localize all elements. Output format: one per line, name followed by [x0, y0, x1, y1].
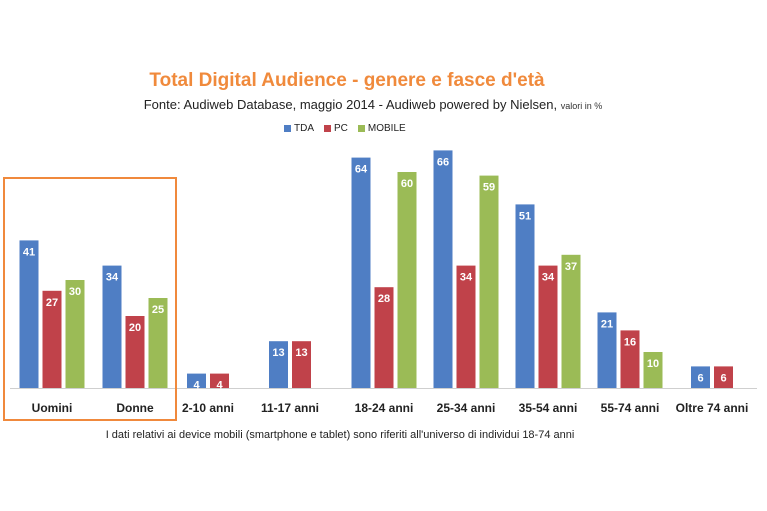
data-label-mobile-55-74-anni: 10	[647, 358, 659, 370]
category-label-18-24-anni: 18-24 anni	[355, 401, 414, 415]
bar-tda-oltre-74-anni	[691, 366, 710, 388]
bar-pc-11-17-anni	[292, 341, 311, 388]
data-label-tda-donne: 34	[106, 272, 119, 284]
data-label-tda-uomini: 41	[23, 246, 35, 258]
bar-pc-donne	[125, 316, 145, 388]
category-label-uomini: Uomini	[32, 401, 73, 415]
data-label-mobile-donne: 25	[152, 304, 164, 316]
data-label-tda-oltre-74-anni: 6	[697, 372, 703, 384]
data-label-pc-oltre-74-anni: 6	[720, 372, 726, 384]
legend-label-mobile: MOBILE	[367, 123, 406, 134]
data-label-tda-18-24-anni: 64	[355, 164, 368, 176]
data-label-tda-11-17-anni: 13	[272, 347, 284, 359]
bar-mobile-25-34-anni	[479, 175, 499, 388]
source-text: Fonte: Audiweb Database, maggio 2014 - A…	[143, 97, 558, 112]
legend-item-pc: PC	[324, 123, 348, 134]
category-label-donne: Donne	[116, 401, 154, 415]
bar-tda-55-74-anni	[597, 312, 617, 388]
data-label-pc-uomini: 27	[46, 297, 58, 309]
category-label-oltre-74-anni: Oltre 74 anni	[676, 401, 749, 415]
category-label-2-10-anni: 2-10 anni	[182, 401, 234, 415]
bar-pc-25-34-anni	[456, 265, 476, 388]
legend-swatch-tda	[284, 125, 291, 132]
bar-tda-11-17-anni	[269, 341, 288, 388]
data-label-pc-25-34-anni: 34	[460, 272, 473, 284]
chart-subtitle: Fonte: Audiweb Database, maggio 2014 - A…	[0, 97, 746, 112]
data-label-tda-55-74-anni: 21	[601, 318, 613, 330]
data-label-tda-2-10-anni: 4	[193, 380, 200, 392]
chart-footnote: I dati relativi ai device mobili (smartp…	[105, 429, 575, 441]
data-label-tda-25-34-anni: 66	[437, 156, 449, 168]
legend-label-pc: PC	[334, 123, 348, 134]
bar-tda-25-34-anni	[433, 150, 453, 388]
data-label-pc-2-10-anni: 4	[216, 380, 223, 392]
bar-mobile-55-74-anni	[643, 352, 663, 388]
bar-pc-oltre-74-anni	[714, 366, 733, 388]
category-label-11-17-anni: 11-17 anni	[261, 401, 319, 415]
legend-item-tda: TDA	[284, 123, 314, 134]
data-label-mobile-25-34-anni: 59	[483, 182, 495, 194]
bar-pc-35-54-anni	[538, 265, 558, 388]
bar-tda-donne	[102, 265, 122, 388]
bar-mobile-35-54-anni	[561, 254, 581, 388]
legend-swatch-pc	[324, 125, 331, 132]
data-label-mobile-18-24-anni: 60	[401, 178, 413, 190]
legend: TDA PC MOBILE	[284, 123, 406, 134]
data-label-pc-18-24-anni: 28	[378, 293, 390, 305]
data-label-pc-35-54-anni: 34	[542, 272, 555, 284]
bar-mobile-18-24-anni	[397, 172, 417, 388]
category-label-55-74-anni: 55-74 anni	[601, 401, 660, 415]
bar-mobile-donne	[148, 298, 168, 388]
data-label-pc-donne: 20	[129, 322, 141, 334]
bar-pc-55-74-anni	[620, 330, 640, 388]
bar-tda-35-54-anni	[515, 204, 535, 388]
category-label-25-34-anni: 25-34 anni	[437, 401, 496, 415]
data-label-tda-35-54-anni: 51	[519, 210, 531, 222]
bar-pc-2-10-anni	[210, 373, 229, 388]
legend-swatch-mobile	[357, 125, 365, 132]
chart-title: Total Digital Audience - genere e fasce …	[149, 70, 545, 91]
bar-tda-uomini	[19, 240, 39, 388]
data-label-pc-11-17-anni: 13	[295, 347, 307, 359]
bar-tda-2-10-anni	[187, 373, 206, 388]
data-label-mobile-uomini: 30	[69, 286, 81, 298]
legend-label-tda: TDA	[294, 123, 314, 134]
data-label-pc-55-74-anni: 16	[624, 336, 636, 348]
legend-item-mobile: MOBILE	[357, 123, 406, 134]
highlight-frame-gender	[3, 177, 177, 421]
bar-mobile-uomini	[65, 280, 85, 388]
bar-tda-18-24-anni	[351, 157, 371, 388]
bar-pc-uomini	[42, 290, 62, 388]
unit-note: valori in %	[560, 101, 603, 111]
data-label-mobile-35-54-anni: 37	[565, 261, 577, 273]
bar-pc-18-24-anni	[374, 287, 394, 388]
category-label-35-54-anni: 35-54 anni	[519, 401, 578, 415]
